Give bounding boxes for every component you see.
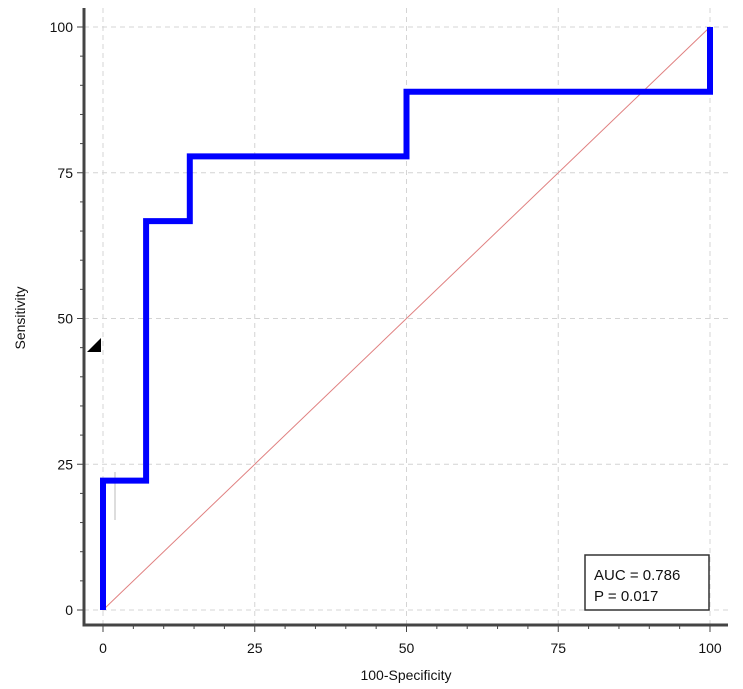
auc-label: AUC = 0.786 (594, 567, 680, 584)
x-tick-label-1: 25 (247, 640, 263, 656)
y-axis-title: Sensitivity (12, 286, 28, 349)
p-value-label: P = 0.017 (594, 588, 658, 605)
y-tick-label-3: 75 (57, 165, 73, 181)
stats-box-frame (584, 554, 710, 611)
x-tick-label-3: 75 (550, 640, 566, 656)
x-tick-label-0: 0 (99, 640, 107, 656)
y-tick-label-1: 25 (57, 456, 73, 472)
x-axis-title: 100-Specificity (360, 667, 451, 683)
selection-triangle-icon (87, 338, 101, 352)
stats-box: AUC = 0.786 P = 0.017 (584, 554, 710, 611)
roc-curve-line (100, 27, 713, 610)
axes (82, 8, 728, 627)
y-tick-label-2: 50 (57, 311, 73, 327)
x-tick-label-2: 50 (399, 640, 415, 656)
y-tick-label-4: 100 (50, 19, 74, 35)
series-layer (100, 26, 713, 611)
reference-diagonal-line (102, 26, 711, 611)
x-tick-labels: 0 25 50 75 100 (99, 640, 722, 656)
y-tick-labels: 0 25 50 75 100 (50, 19, 74, 618)
x-tick-label-4: 100 (698, 640, 722, 656)
y-tick-label-0: 0 (65, 602, 73, 618)
